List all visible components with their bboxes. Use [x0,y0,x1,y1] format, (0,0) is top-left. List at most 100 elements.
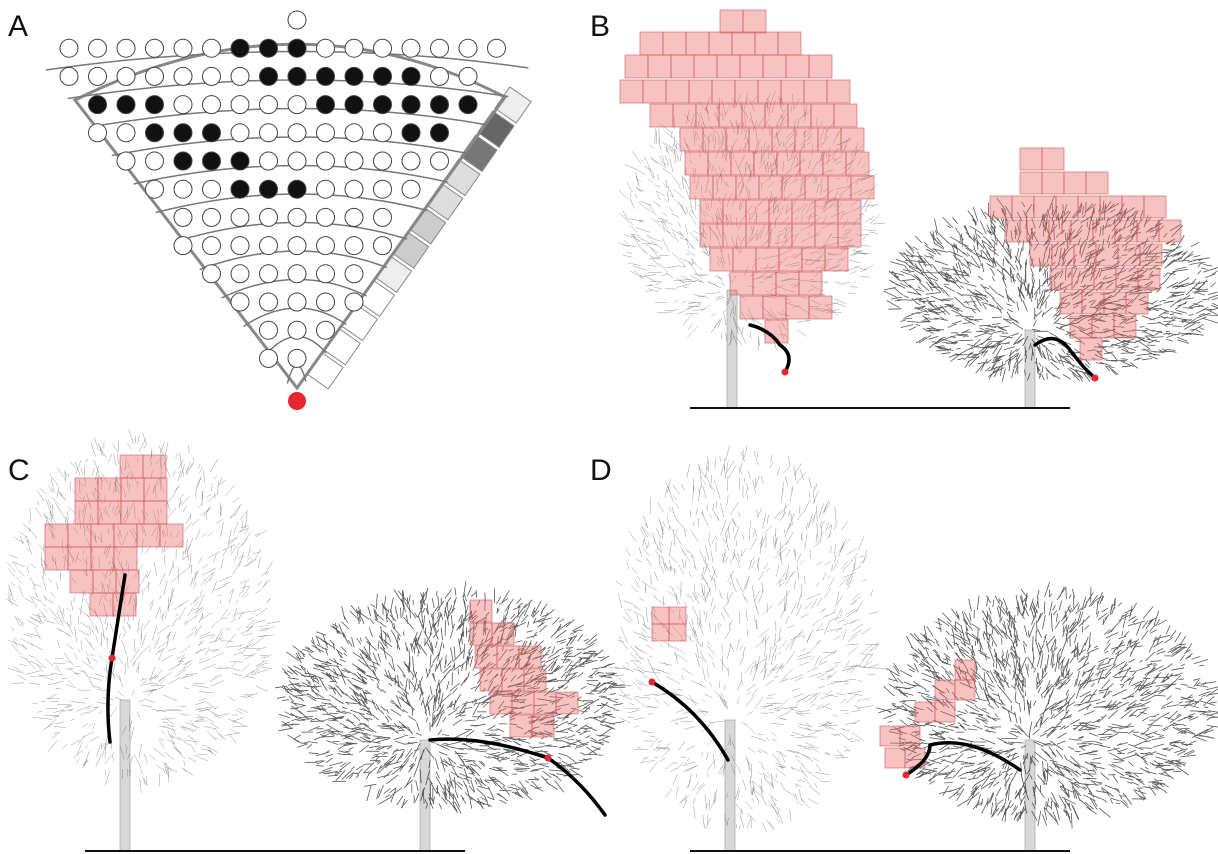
voxel [755,32,778,55]
voxel [955,680,975,700]
voxel [990,196,1012,218]
voxel [510,715,532,737]
voxel [733,248,756,271]
voxel [1100,196,1122,218]
voxel [91,547,114,570]
voxel [1072,268,1094,290]
voxel [851,176,874,199]
voxel [900,726,920,746]
voxel [763,296,786,319]
node [345,96,363,114]
fan-arc [46,51,528,70]
voxel [1070,316,1092,338]
node [203,67,221,85]
voxel [1012,196,1034,218]
voxel [490,692,512,714]
node [402,180,420,198]
node [203,124,221,142]
node [174,152,192,170]
voxel [815,224,838,247]
voxel [1116,268,1138,290]
voxel [905,748,925,768]
node [288,293,306,311]
node [374,180,392,198]
voxel [700,200,723,223]
voxel [689,80,712,103]
voxel [114,547,137,570]
voxel [838,224,861,247]
node [288,11,306,29]
voxel [685,152,708,175]
voxel [532,715,554,737]
voxel [719,104,742,127]
voxel [779,248,802,271]
node [89,67,107,85]
voxel [846,152,869,175]
voxel [1080,338,1102,360]
node [288,96,306,114]
voxel [690,176,713,199]
voxel [1122,196,1144,218]
voxel [740,296,763,319]
start-point [545,755,552,762]
crown [608,445,888,832]
voxel [160,524,183,547]
node [146,96,164,114]
node [288,237,306,255]
voxel [1027,220,1049,242]
node [317,39,335,57]
voxel [795,128,818,151]
voxel [144,478,167,501]
figure: A B C D [0,0,1218,854]
node [345,67,363,85]
node [431,152,449,170]
voxel [98,478,121,501]
node [60,67,78,85]
node [345,208,363,226]
voxel [1042,148,1064,170]
node [317,152,335,170]
voxel [823,152,846,175]
voxel [723,224,746,247]
node [374,67,392,85]
voxel [769,200,792,223]
voxel [736,176,759,199]
voxel [749,128,772,151]
voxel [1056,196,1078,218]
node [317,293,335,311]
node [402,152,420,170]
voxel [663,32,686,55]
node [317,265,335,283]
voxel [1144,196,1166,218]
voxel [673,104,696,127]
voxel [75,501,98,524]
voxel [671,55,694,78]
node [288,349,306,367]
voxel [625,55,648,78]
voxel [524,669,546,691]
voxel [1138,268,1160,290]
node [288,152,306,170]
trunk [120,700,130,851]
voxel [68,524,91,547]
node [231,124,249,142]
voxel [143,455,166,478]
node [260,152,278,170]
voxel [1060,292,1082,314]
voxel [1030,244,1052,266]
node [431,39,449,57]
voxel [1114,316,1136,338]
voxel [1093,220,1115,242]
node [402,96,420,114]
voxel [828,176,851,199]
node [174,96,192,114]
voxel [534,692,556,714]
voxel [1140,244,1162,266]
voxel [91,524,114,547]
node [146,39,164,57]
voxel [726,128,749,151]
voxel [1094,268,1116,290]
voxel [144,501,167,524]
voxel [717,55,740,78]
voxel [815,200,838,223]
